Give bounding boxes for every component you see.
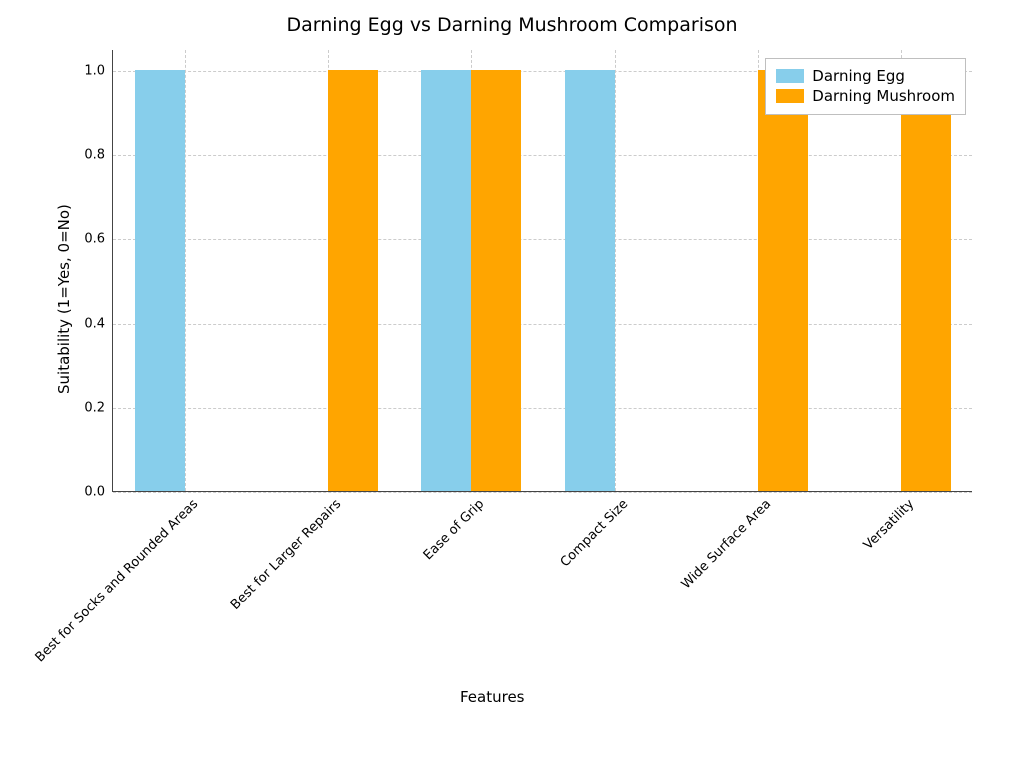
x-tick-label: Best for Larger Repairs — [222, 491, 344, 613]
bar — [135, 70, 185, 491]
y-tick-label: 0.2 — [84, 400, 113, 415]
legend-swatch — [776, 89, 804, 103]
legend: Darning EggDarning Mushroom — [765, 58, 966, 115]
bar — [901, 70, 951, 491]
legend-item: Darning Mushroom — [776, 86, 955, 106]
y-tick-label: 0.6 — [84, 232, 113, 247]
bar — [565, 70, 615, 491]
y-tick-label: 0.0 — [84, 485, 113, 500]
y-tick-label: 0.8 — [84, 148, 113, 163]
grid-line-vertical — [615, 50, 616, 491]
x-axis-label: Features — [460, 688, 525, 706]
bar — [421, 70, 471, 491]
x-tick-label: Compact Size — [552, 491, 631, 570]
grid-line-horizontal — [113, 155, 972, 156]
x-tick-label: Versatility — [856, 491, 918, 553]
legend-item: Darning Egg — [776, 66, 955, 86]
chart-title: Darning Egg vs Darning Mushroom Comparis… — [0, 14, 1024, 36]
x-tick-label: Wide Surface Area — [673, 491, 774, 592]
bar — [758, 70, 808, 491]
grid-line-horizontal — [113, 239, 972, 240]
chart-container: Darning Egg vs Darning Mushroom Comparis… — [0, 0, 1024, 768]
legend-label: Darning Egg — [812, 66, 905, 86]
grid-line-vertical — [185, 50, 186, 491]
plot-area: 0.00.20.40.60.81.0Best for Socks and Rou… — [112, 50, 972, 492]
y-tick-label: 1.0 — [84, 64, 113, 79]
bar — [471, 70, 521, 491]
bar — [328, 70, 378, 491]
grid-line-horizontal — [113, 324, 972, 325]
y-axis-label: Suitability (1=Yes, 0=No) — [55, 204, 73, 394]
grid-line-horizontal — [113, 492, 972, 493]
legend-label: Darning Mushroom — [812, 86, 955, 106]
grid-line-horizontal — [113, 408, 972, 409]
legend-swatch — [776, 69, 804, 83]
x-tick-label: Best for Socks and Rounded Areas — [27, 491, 201, 665]
x-tick-label: Ease of Grip — [415, 491, 487, 563]
y-tick-label: 0.4 — [84, 316, 113, 331]
